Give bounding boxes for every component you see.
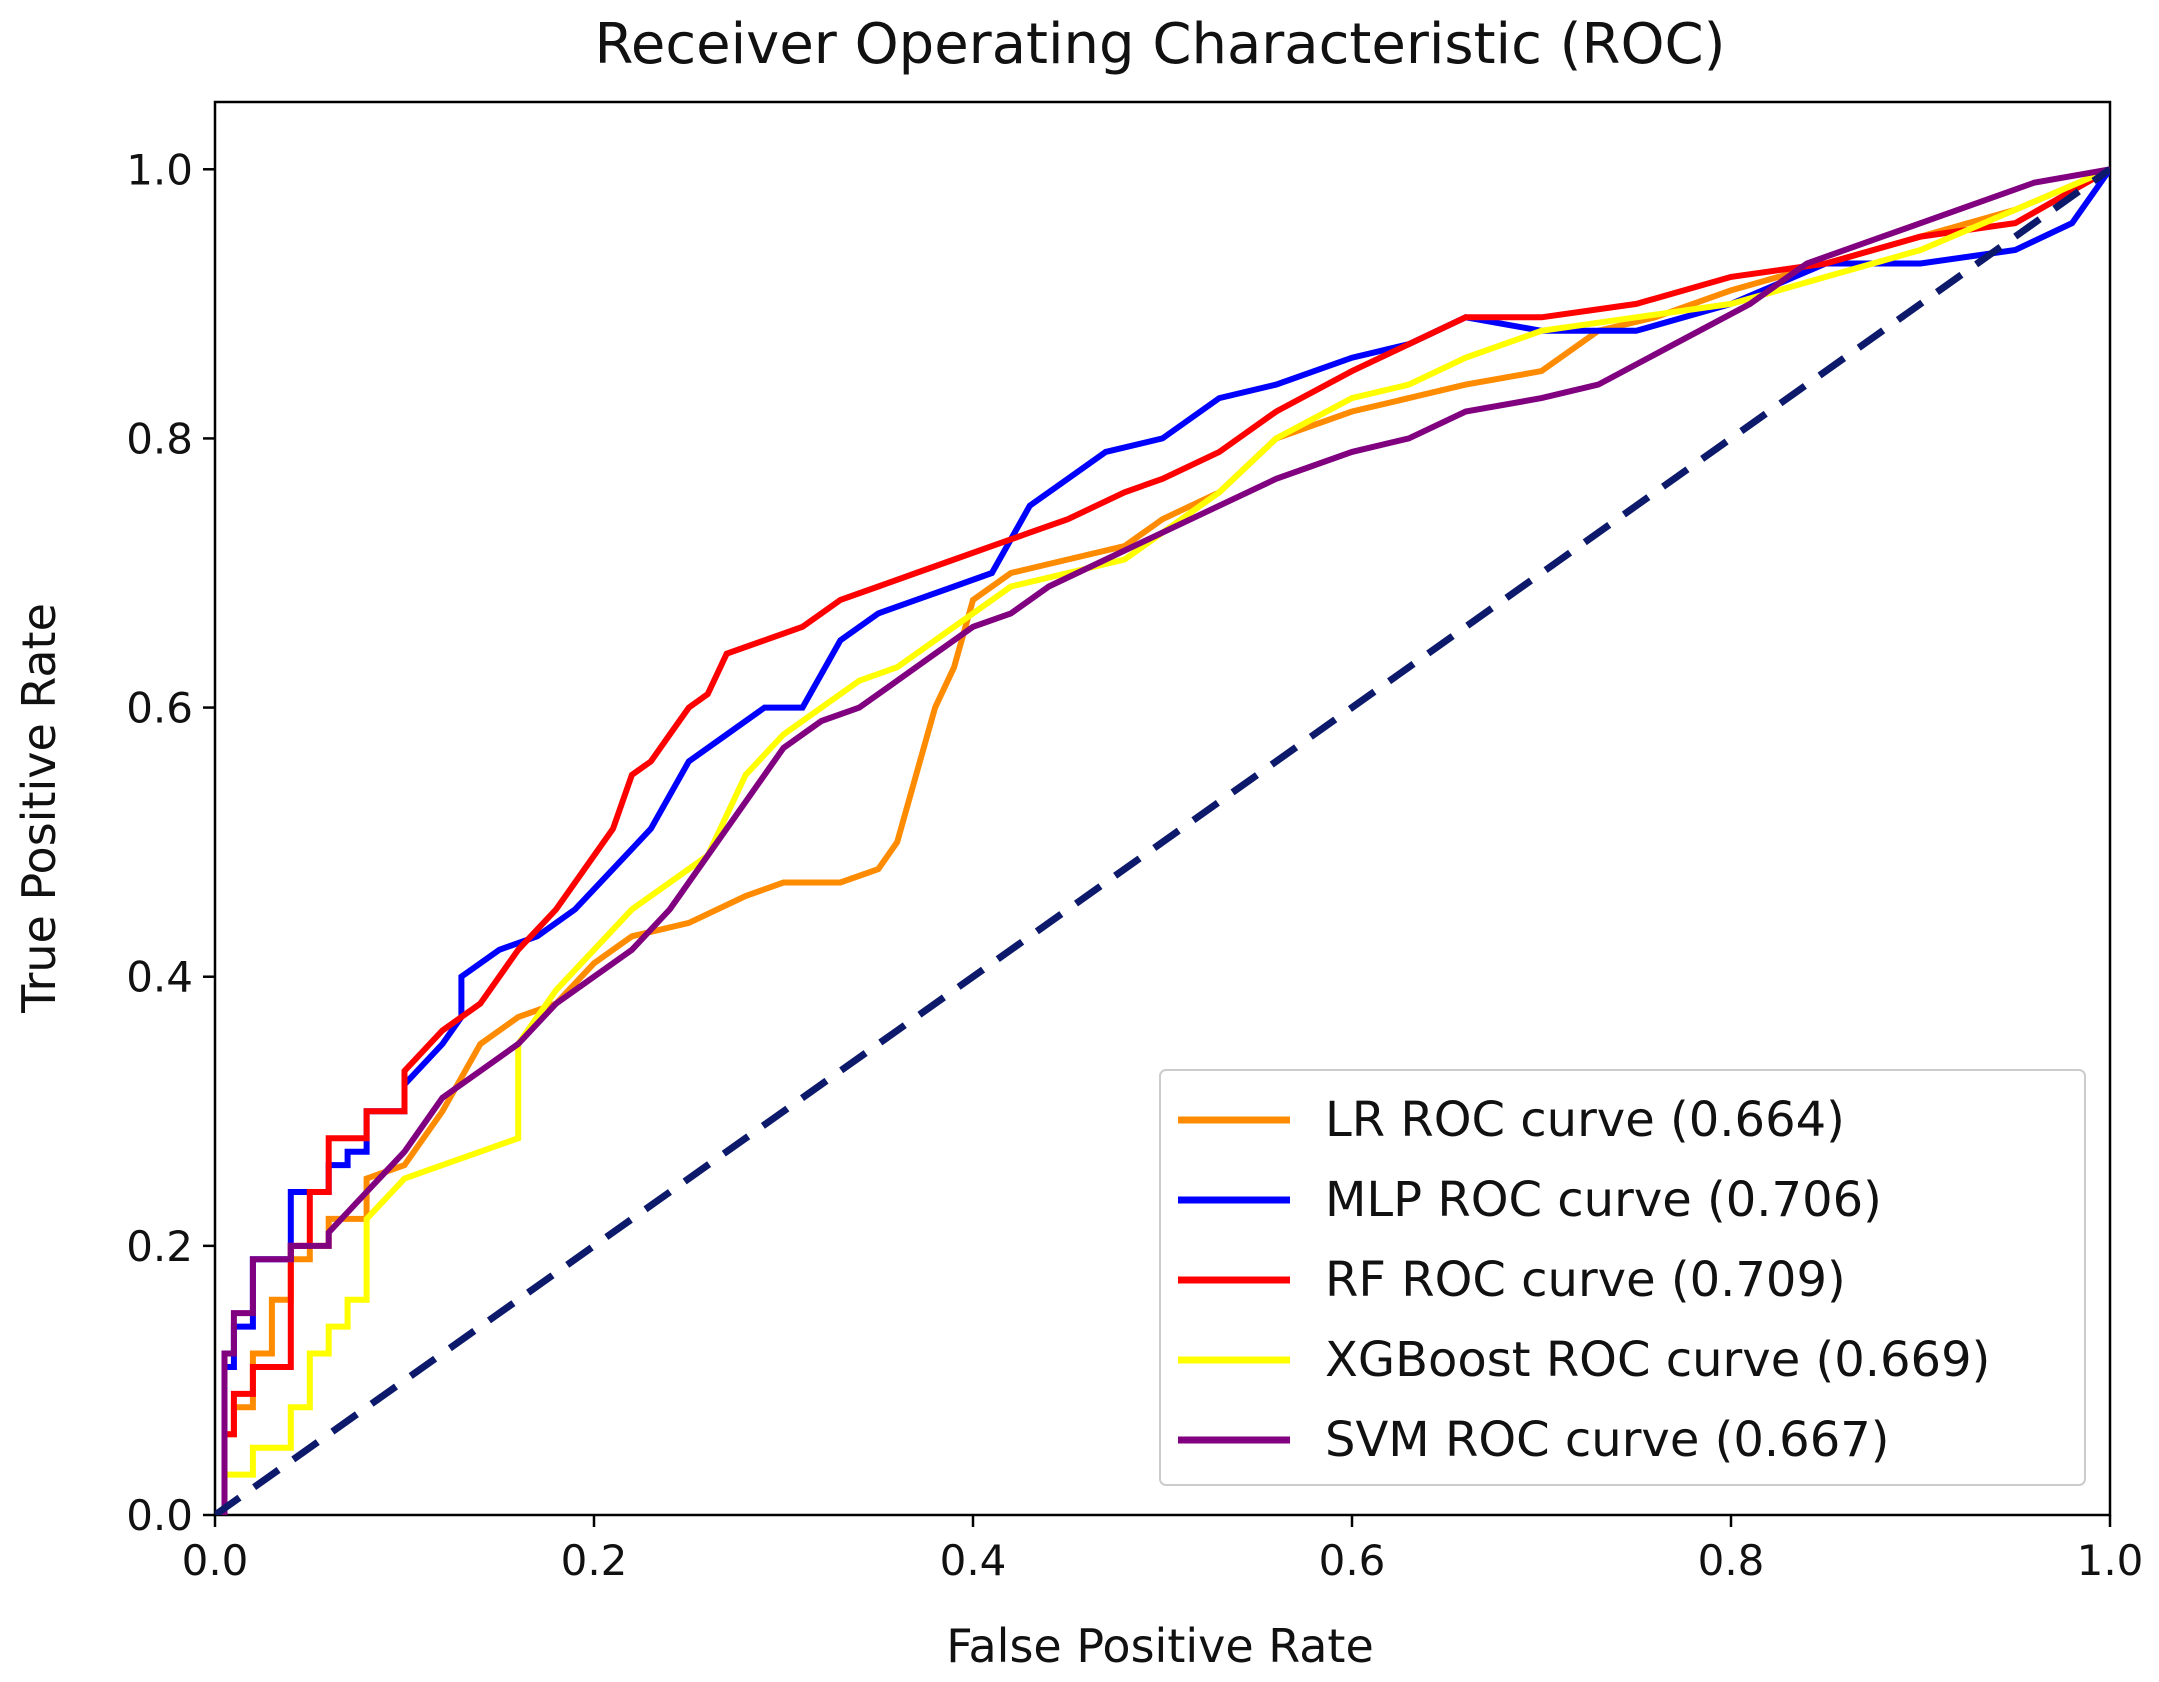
plot-area: 0.0 0.2 0.4 0.6 0.8 1.0 0.0 0.2 0.4 0.6 0.8 1.0 — [126, 100, 2144, 1585]
chart-title: Receiver Operating Characteristic (ROC) — [595, 12, 1726, 77]
legend-label-5: SVM ROC curve (0.667) — [1325, 1412, 1890, 1468]
series-group — [215, 166, 2110, 1515]
y-tick-label-4: 0.8 — [126, 414, 193, 463]
series-line-5 — [215, 166, 2110, 1515]
x-tick-label-0: 0.0 — [182, 1536, 249, 1585]
x-tick-label-3: 0.6 — [1319, 1536, 1386, 1585]
axes-frame — [213, 100, 2112, 1517]
y-tick-label-5: 1.0 — [126, 145, 193, 194]
x-tick-label-5: 1.0 — [2077, 1536, 2144, 1585]
legend-label-3: RF ROC curve (0.709) — [1325, 1252, 1846, 1308]
x-tick-label-4: 0.8 — [1698, 1536, 1765, 1585]
legend-label-2: MLP ROC curve (0.706) — [1325, 1172, 1882, 1228]
legend-box — [1159, 1069, 2086, 1486]
series-line-4 — [215, 166, 2110, 1515]
legend-label-1: LR ROC curve (0.664) — [1325, 1092, 1845, 1148]
y-tick-label-0: 0.0 — [126, 1491, 193, 1540]
y-axis-title: True Positive Rate — [12, 603, 66, 1014]
x-tick-label-2: 0.4 — [940, 1536, 1007, 1585]
y-tick-label-3: 0.6 — [126, 684, 193, 733]
legend: LR ROC curve (0.664) MLP ROC curve (0.706… — [1159, 1069, 2086, 1486]
y-tick-label-1: 0.2 — [126, 1222, 193, 1271]
x-axis-title: False Positive Rate — [946, 1619, 1374, 1673]
x-tick-label-1: 0.2 — [561, 1536, 628, 1585]
y-tick-label-2: 0.4 — [126, 953, 193, 1002]
reference-diagonal-line — [215, 166, 2110, 1515]
series-line-1 — [215, 166, 2110, 1515]
legend-label-4: XGBoost ROC curve (0.669) — [1325, 1332, 1990, 1388]
